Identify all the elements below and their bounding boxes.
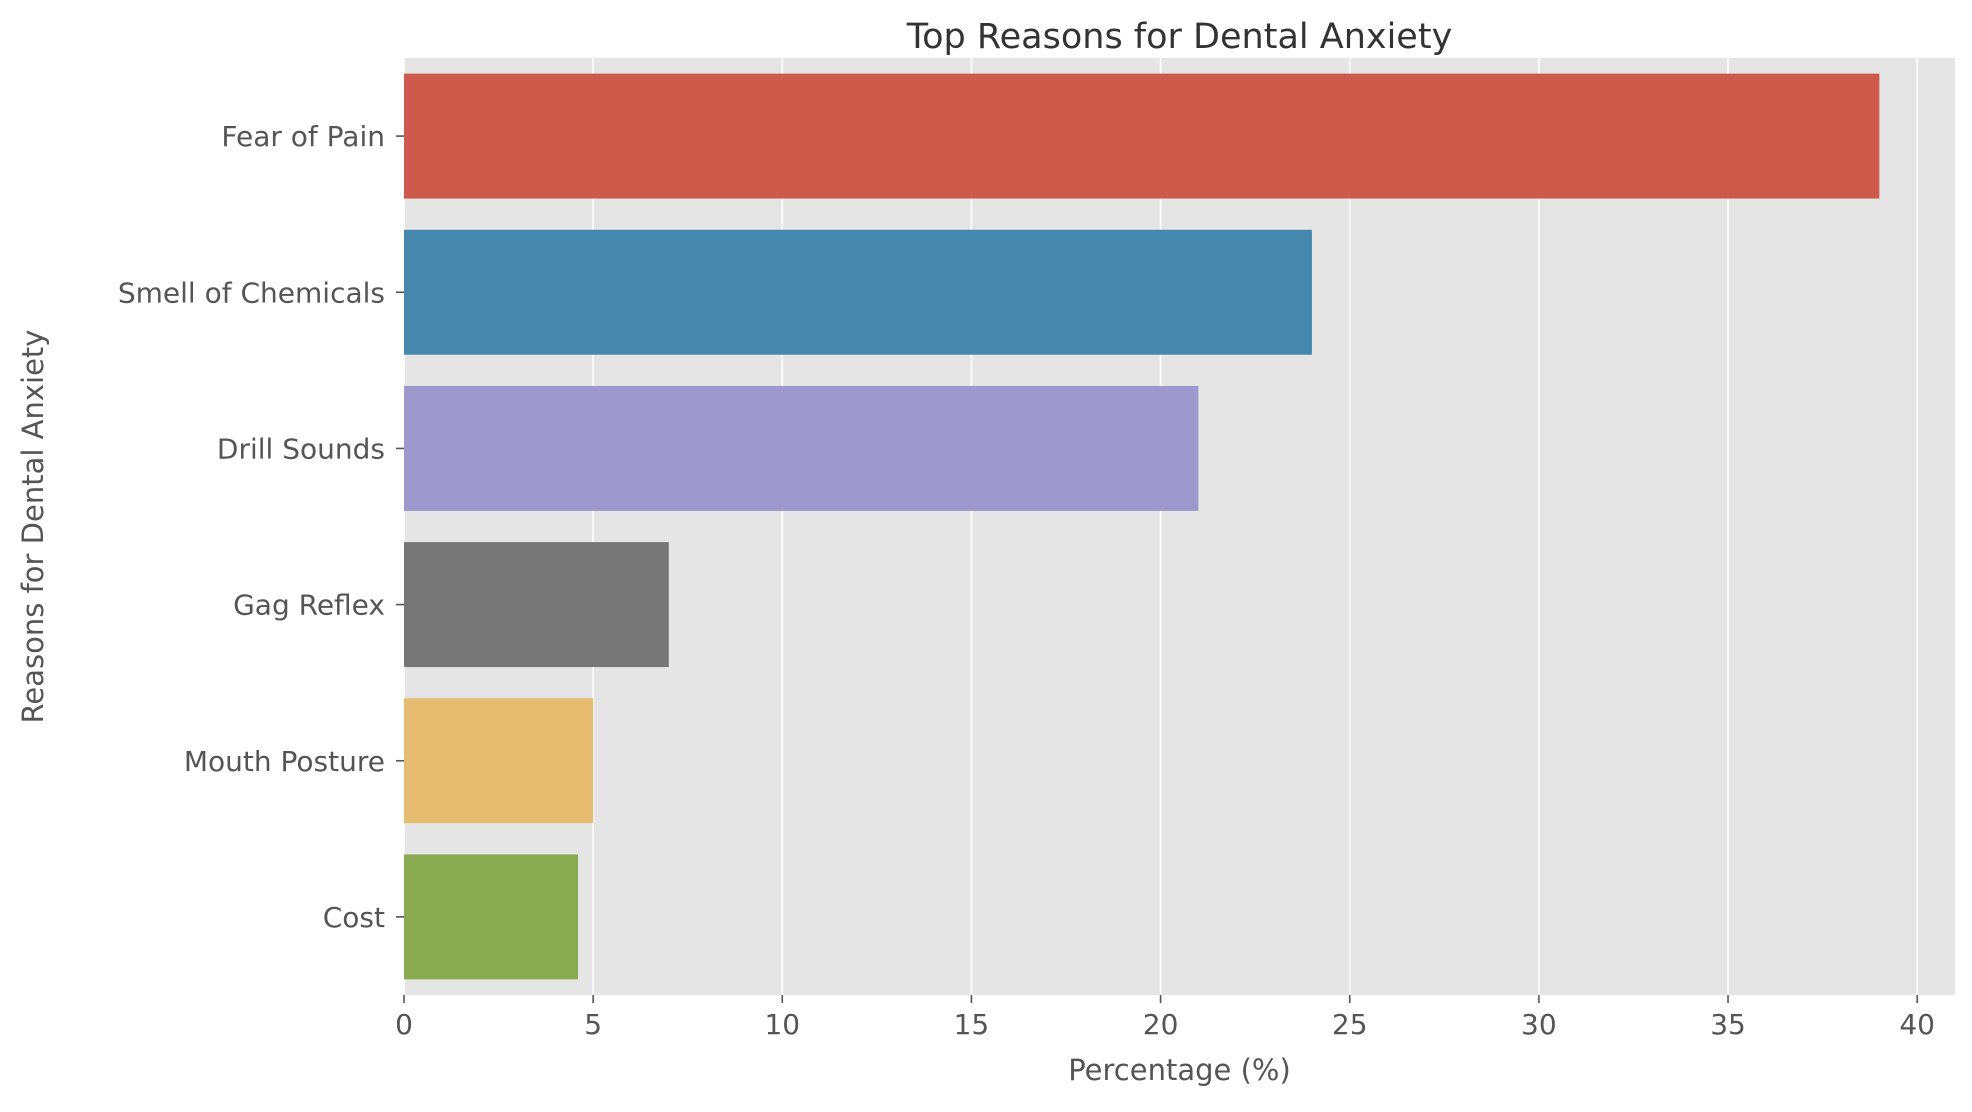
x-tick-label: 0 <box>395 1008 413 1041</box>
y-tick-label: Fear of Pain <box>221 120 385 153</box>
y-tick-label: Cost <box>323 901 385 934</box>
plot-background <box>404 58 1955 995</box>
x-axis-label: Percentage (%) <box>1068 1053 1291 1087</box>
bar <box>404 542 669 668</box>
bar <box>404 385 1199 511</box>
y-tick-label: Drill Sounds <box>217 432 385 465</box>
y-tick-label: Gag Reflex <box>233 589 385 622</box>
x-tick-label: 5 <box>584 1008 602 1041</box>
x-axis-ticks: 0 5 10 15 20 25 30 35 40 <box>395 995 1935 1041</box>
x-tick-label: 15 <box>954 1008 990 1041</box>
y-tick-label: Smell of Chemicals <box>118 276 385 309</box>
bar <box>404 854 579 980</box>
x-tick-label: 30 <box>1521 1008 1557 1041</box>
bar <box>404 73 1880 199</box>
x-tick-label: 25 <box>1332 1008 1368 1041</box>
x-tick-label: 20 <box>1143 1008 1179 1041</box>
x-tick-label: 35 <box>1710 1008 1746 1041</box>
y-axis-ticks: Fear of Pain Smell of Chemicals Drill Soun… <box>118 120 404 934</box>
gridlines <box>403 58 1918 995</box>
x-tick-label: 10 <box>764 1008 800 1041</box>
bar <box>404 229 1312 355</box>
x-tick-label: 40 <box>1899 1008 1935 1041</box>
bars <box>404 73 1880 980</box>
y-axis-label: Reasons for Dental Anxiety <box>16 330 50 724</box>
chart-title: Top Reasons for Dental Anxiety <box>906 17 1453 57</box>
bar <box>404 698 594 824</box>
y-tick-label: Mouth Posture <box>184 745 385 778</box>
